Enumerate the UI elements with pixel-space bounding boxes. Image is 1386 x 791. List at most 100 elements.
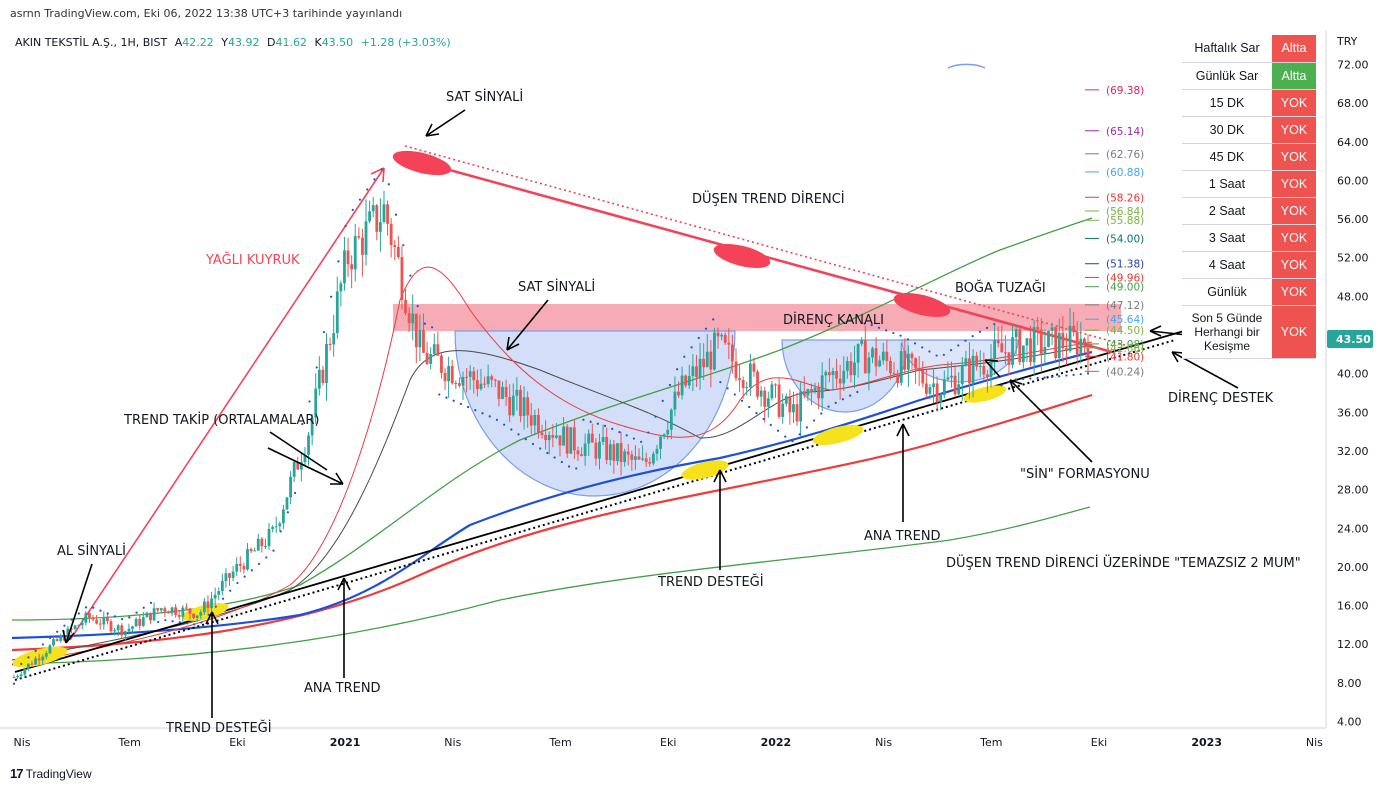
sar-dot bbox=[913, 342, 917, 345]
candle-body bbox=[975, 355, 979, 367]
sar-dot bbox=[531, 442, 535, 446]
sar-dot bbox=[351, 208, 354, 211]
sar-dot bbox=[34, 649, 37, 653]
candle-body bbox=[960, 365, 964, 385]
sar-dot bbox=[863, 322, 866, 325]
candle-body bbox=[185, 607, 188, 609]
candle-body bbox=[986, 374, 989, 378]
time-tick-label: Tem bbox=[979, 736, 1002, 749]
sar-dot bbox=[921, 346, 924, 349]
sar-dot bbox=[524, 438, 527, 441]
candle-body bbox=[260, 538, 264, 547]
candle-body bbox=[641, 458, 644, 460]
candle-body bbox=[616, 443, 619, 461]
candle-body bbox=[249, 549, 253, 552]
sar-dot bbox=[294, 491, 297, 495]
sar-dot bbox=[113, 615, 117, 618]
callout-arrows bbox=[62, 109, 1239, 718]
fib-level-label: (56.84) bbox=[1106, 206, 1144, 218]
candle-body bbox=[472, 371, 476, 381]
candle-body bbox=[856, 343, 860, 363]
sar-dot bbox=[459, 402, 462, 405]
candle-body bbox=[253, 550, 257, 552]
sar-dot bbox=[618, 430, 621, 434]
candle-body bbox=[371, 205, 375, 212]
candle-body bbox=[569, 427, 573, 454]
candle-body bbox=[763, 390, 767, 407]
candle-body bbox=[863, 340, 867, 374]
sar-dot bbox=[1022, 377, 1025, 381]
candle-body bbox=[914, 358, 917, 369]
candle-body bbox=[52, 639, 55, 646]
sar-dot bbox=[740, 399, 744, 402]
candle-body bbox=[540, 432, 544, 436]
ma-fast-gray bbox=[11, 344, 1093, 661]
candle-body bbox=[756, 371, 759, 397]
sar-dot bbox=[575, 467, 578, 470]
candle-body bbox=[1083, 338, 1086, 346]
candle-body bbox=[314, 388, 318, 418]
candle-body bbox=[321, 369, 325, 384]
arrow-trend-destek-1 bbox=[205, 611, 219, 718]
sar-dot bbox=[99, 609, 102, 612]
status-value: YOK bbox=[1272, 89, 1316, 117]
candle-body bbox=[1079, 338, 1083, 355]
sar-dot bbox=[748, 405, 751, 409]
candle-body bbox=[422, 330, 425, 353]
candle-body bbox=[317, 369, 321, 389]
ma-blue bbox=[11, 350, 1093, 640]
candle-body bbox=[310, 417, 314, 436]
fib-level-label: (58.26) bbox=[1106, 192, 1144, 204]
sar-dot bbox=[207, 613, 210, 616]
arrow-trend-destek-2 bbox=[713, 469, 727, 570]
candle-body bbox=[788, 396, 792, 413]
arrow-ana-trend-2 bbox=[896, 423, 910, 522]
candle-body bbox=[105, 617, 109, 622]
candle-body bbox=[299, 462, 303, 470]
candle-body bbox=[924, 383, 928, 394]
ma-long-green bbox=[11, 506, 1091, 665]
sar-dot bbox=[185, 622, 189, 625]
candle-body bbox=[720, 334, 724, 337]
price-axis[interactable]: 72.0068.0064.0060.0056.0052.0048.0044.00… bbox=[1337, 59, 1369, 729]
candle-body bbox=[1000, 343, 1004, 353]
time-axis[interactable]: Nis Tem Eki 2021 Nis Tem Eki 2022 Nis Tem Eki 2023 N… bbox=[13, 736, 1323, 749]
candle-body bbox=[335, 291, 339, 334]
candle-body bbox=[996, 340, 1000, 344]
sar-dot bbox=[380, 168, 383, 171]
candle-body bbox=[16, 676, 19, 678]
sar-dot bbox=[906, 338, 909, 341]
published-info: asrnn TradingView.com, Eki 06, 2022 13:3… bbox=[10, 7, 403, 20]
sar-dot bbox=[899, 334, 902, 337]
sar-dot bbox=[712, 318, 715, 321]
candle-body bbox=[795, 404, 799, 422]
candle-body bbox=[357, 236, 361, 238]
fib-level-label: (40.24) bbox=[1106, 366, 1144, 378]
price-tick-label: 64.00 bbox=[1337, 136, 1369, 149]
status-row: Günlük YOK bbox=[1182, 278, 1316, 306]
tradingview-footer[interactable]: 17 TradingView bbox=[10, 766, 92, 781]
sar-dot bbox=[820, 412, 823, 415]
price-tick-label: 48.00 bbox=[1337, 290, 1369, 303]
candle-body bbox=[418, 330, 422, 348]
sar-dot bbox=[697, 336, 700, 340]
sar-dot bbox=[92, 606, 95, 609]
ma-red-support bbox=[11, 393, 1093, 652]
sar-dot bbox=[142, 606, 145, 609]
sar-dot bbox=[279, 530, 282, 533]
candle-body bbox=[730, 344, 734, 362]
candle-body bbox=[810, 389, 813, 392]
candle-body bbox=[932, 383, 935, 388]
candle-body bbox=[892, 373, 896, 375]
status-label: Son 5 Günde Herhangi bir Kesişme bbox=[1182, 305, 1272, 359]
sar-dot bbox=[430, 326, 434, 329]
candle-body bbox=[1011, 337, 1014, 365]
candle-body bbox=[580, 454, 583, 457]
sar-dot bbox=[366, 188, 369, 191]
sar-dot bbox=[719, 380, 722, 384]
candle-body bbox=[817, 387, 821, 399]
candle-body bbox=[734, 361, 738, 379]
arrow-sin-top bbox=[984, 359, 1001, 378]
last-price-tag[interactable]: 43.50 bbox=[1327, 330, 1373, 348]
